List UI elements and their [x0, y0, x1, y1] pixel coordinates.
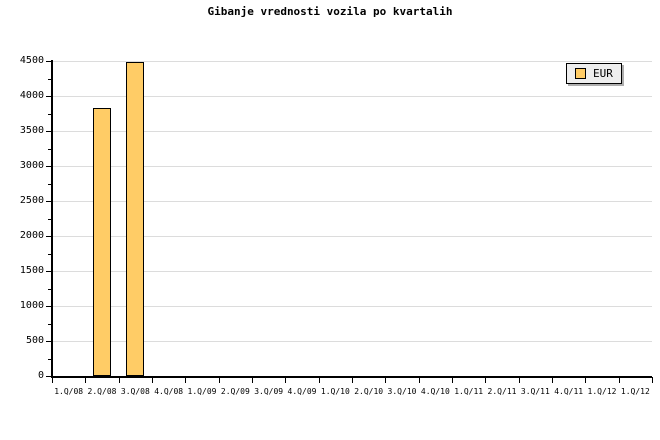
plot-area: 0 500 1000 1500 2000 2500 3000 3500 4000 4500 1.Q… — [20, 55, 653, 396]
x-axis-tick-label: 1.Q/10 — [320, 387, 350, 396]
x-axis-tick — [285, 377, 287, 383]
plot-background — [52, 61, 652, 376]
y-axis-minor-tick — [48, 183, 52, 185]
x-axis-tick-label: 3.Q/11 — [520, 387, 550, 396]
x-axis-tick-label: 2.Q/09 — [220, 387, 250, 396]
x-axis-tick-label: 3.Q/09 — [254, 387, 284, 396]
x-axis-tick — [85, 377, 87, 383]
x-axis-tick-label: 4.Q/11 — [554, 387, 584, 396]
x-axis-tick — [185, 377, 187, 383]
x-axis-tick — [318, 377, 320, 383]
gridline — [52, 201, 652, 202]
x-axis-tick — [52, 377, 53, 383]
x-axis-tick-label: 2.Q/11 — [487, 387, 517, 396]
x-axis-tick-label: 4.Q/10 — [420, 387, 450, 396]
legend-swatch-eur — [575, 68, 586, 79]
x-axis-tick — [352, 377, 353, 383]
y-axis-tick — [46, 131, 52, 132]
x-axis-tick-label: 1.Q/12 — [620, 387, 650, 396]
y-axis-tick — [46, 236, 52, 237]
y-axis-minor-tick — [48, 358, 52, 360]
x-axis-tick-label: 1.Q/08 — [54, 387, 84, 396]
y-axis-minor-tick — [48, 288, 52, 290]
x-axis-line — [51, 376, 652, 378]
x-axis-tick — [618, 377, 620, 383]
y-axis-tick — [46, 341, 52, 342]
x-axis-tick — [585, 377, 587, 383]
x-axis-tick-label: 1.Q/09 — [187, 387, 217, 396]
chart-title: Gibanje vrednosti vozila po kvartalih — [207, 5, 453, 18]
bar — [126, 61, 145, 376]
y-axis-tick-label: 2500 — [19, 195, 44, 206]
y-axis-tick-label: 2000 — [19, 230, 44, 241]
y-axis-minor-tick — [48, 148, 52, 150]
legend-label-eur: EUR — [593, 67, 613, 80]
chart-legend: EUR — [566, 63, 622, 84]
x-axis-tick — [552, 377, 553, 383]
gridline — [52, 131, 652, 132]
gridline — [52, 96, 652, 97]
y-axis-minor-tick — [48, 218, 52, 220]
x-axis-tick-label: 3.Q/10 — [387, 387, 417, 396]
y-axis-tick-label: 3500 — [19, 125, 44, 136]
y-axis-tick-label: 0 — [37, 370, 44, 381]
gridline — [52, 306, 652, 307]
y-axis-tick-label: 4000 — [19, 90, 44, 101]
y-axis-tick-label: 1000 — [19, 300, 44, 311]
x-axis-tick — [485, 377, 487, 383]
x-axis-tick — [518, 377, 520, 383]
gridline — [52, 271, 652, 272]
x-axis-tick-label: 2.Q/10 — [354, 387, 384, 396]
x-axis-tick — [118, 377, 120, 383]
gridline — [52, 236, 652, 237]
y-axis-tick — [46, 306, 52, 307]
x-axis-tick — [252, 377, 253, 383]
gridline — [52, 166, 652, 167]
y-axis-minor-tick — [48, 323, 52, 325]
x-axis-tick — [218, 377, 220, 383]
y-axis-tick-label: 1500 — [19, 265, 44, 276]
gridline — [52, 61, 652, 62]
x-axis-tick — [385, 377, 387, 383]
x-axis-tick — [152, 377, 153, 383]
y-axis-tick — [46, 201, 52, 202]
y-axis-tick — [46, 61, 52, 62]
y-axis-tick — [46, 96, 52, 97]
y-axis-minor-tick — [48, 253, 52, 255]
x-axis-tick-label: 4.Q/09 — [287, 387, 317, 396]
x-axis-tick-label: 3.Q/08 — [120, 387, 150, 396]
x-axis-tick-label: 1.Q/12 — [587, 387, 617, 396]
x-axis-tick-label: 4.Q/08 — [154, 387, 184, 396]
x-axis-tick-label: 2.Q/08 — [87, 387, 117, 396]
y-axis-tick-label: 4500 — [19, 55, 44, 66]
x-axis-tick — [652, 377, 653, 383]
x-axis-tick — [452, 377, 453, 383]
y-axis-line — [51, 60, 53, 377]
y-axis-tick-label: 500 — [25, 335, 44, 346]
y-axis-tick — [46, 271, 52, 272]
y-axis-tick — [46, 376, 52, 377]
gridline — [52, 341, 652, 342]
y-axis-minor-tick — [48, 78, 52, 80]
bar — [93, 107, 111, 376]
y-axis-tick-label: 3000 — [19, 160, 44, 171]
x-axis-tick — [418, 377, 420, 383]
y-axis-minor-tick — [48, 113, 52, 115]
x-axis-tick-label: 1.Q/11 — [454, 387, 484, 396]
y-axis-tick — [46, 166, 52, 167]
